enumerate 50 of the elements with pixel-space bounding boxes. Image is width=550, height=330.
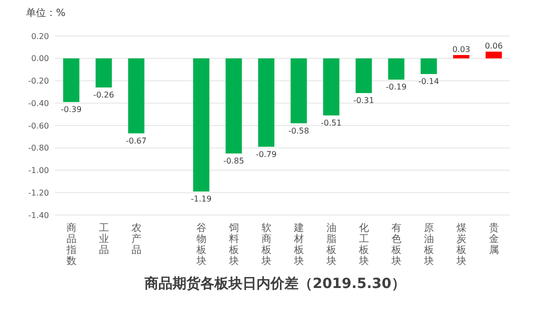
- text: 商品期货各板块日内价差（2019.5.30）: [144, 275, 406, 292]
- data-label: -1.19: [190, 194, 212, 204]
- y-tick-label: 0.20: [31, 32, 49, 41]
- x-tick-label: 软商板块: [260, 222, 272, 267]
- data-label: 0.03: [452, 45, 470, 54]
- data-label: -0.14: [418, 77, 440, 86]
- x-tick-label: 煤炭板块: [455, 222, 466, 267]
- x-tick-label: 油脂板块: [325, 222, 336, 267]
- x-tick-label: 有色板块: [390, 222, 402, 267]
- x-tick-label: 饲料板块: [228, 223, 239, 267]
- bar: [193, 58, 210, 192]
- bar: [63, 58, 80, 102]
- x-tick-label: 化工板块: [358, 222, 369, 267]
- x-tick-label: 农产品: [131, 223, 142, 256]
- x-tick-label: 原油板块: [422, 223, 434, 267]
- bar: [388, 58, 404, 80]
- data-label: -0.67: [126, 136, 147, 146]
- y-tick-label: -1.40: [28, 210, 49, 220]
- y-tick-label: 0.00: [31, 54, 49, 64]
- bar: [486, 52, 502, 58]
- y-tick-label: -0.20: [28, 76, 49, 86]
- x-tick-label: 商品指数: [65, 222, 76, 267]
- x-tick-label: 建材板块: [292, 222, 304, 267]
- bar: [258, 58, 274, 147]
- bar: [96, 58, 112, 88]
- bar: [453, 55, 470, 58]
- y-tick-label: -0.60: [28, 121, 49, 130]
- bar: [420, 58, 437, 74]
- y-tick-label: -1.00: [28, 166, 49, 176]
- bar: [323, 58, 340, 116]
- bar: [226, 58, 242, 154]
- data-label: -0.58: [288, 126, 310, 136]
- data-label: -0.26: [93, 90, 114, 100]
- data-label: -0.19: [386, 82, 407, 92]
- data-label: -0.31: [353, 96, 374, 106]
- bar: [128, 58, 144, 134]
- data-label: 0.06: [484, 42, 503, 51]
- y-tick-label: -1.20: [28, 188, 49, 198]
- y-tick-label: -0.40: [28, 98, 49, 108]
- data-label: -0.79: [256, 150, 277, 159]
- data-label: -0.85: [223, 156, 244, 166]
- data-label: -0.39: [60, 105, 82, 114]
- x-tick-label: 工业品: [98, 223, 109, 256]
- y-axis-title: 单位：%: [26, 7, 66, 19]
- bar: [290, 58, 307, 124]
- bar: [356, 58, 372, 94]
- y-tick-label: -0.80: [28, 144, 49, 153]
- x-tick-label: 谷物板块: [195, 222, 206, 267]
- data-label: -0.51: [320, 118, 342, 128]
- x-tick-label: 贵金属: [488, 222, 499, 256]
